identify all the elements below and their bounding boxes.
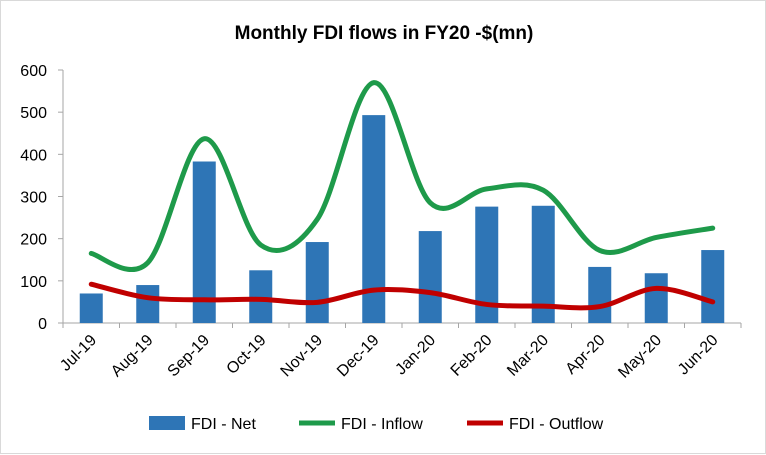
bar-oct-19	[249, 270, 273, 323]
x-tick-label: Apr-20	[563, 332, 609, 378]
x-tick-label: Feb-20	[448, 332, 496, 380]
legend-label-fdi-net: FDI - Net	[191, 416, 256, 433]
y-axis: 0 100 200 300 400 500 600	[20, 63, 64, 333]
legend: FDI - Net FDI - Inflow FDI - Outflow	[149, 416, 604, 433]
x-tick-label: Mar-20	[504, 332, 552, 380]
bar-aug-19	[136, 285, 160, 323]
x-tick-label: Oct-19	[224, 332, 270, 378]
bar-mar-20	[531, 205, 555, 323]
bar-sep-19	[192, 161, 216, 323]
bar-apr-20	[588, 266, 612, 323]
x-tick-label: Jul-19	[57, 332, 100, 375]
y-tick-label: 500	[20, 105, 47, 122]
bar-may-20	[644, 273, 668, 323]
bar-dec-19	[362, 115, 386, 323]
x-tick-label: Sep-19	[165, 332, 214, 381]
legend-label-fdi-outflow: FDI - Outflow	[509, 416, 604, 433]
legend-label-fdi-inflow: FDI - Inflow	[341, 416, 423, 433]
legend-swatch-fdi-net	[149, 416, 185, 430]
x-tick-label: May-20	[615, 332, 665, 382]
x-tick-label: Nov-19	[278, 332, 327, 381]
y-tick-label: 300	[20, 190, 47, 207]
y-tick-label: 100	[20, 274, 47, 291]
y-tick-label: 600	[20, 63, 47, 80]
bar-feb-20	[475, 206, 499, 323]
bar-jul-19	[79, 293, 103, 323]
bar-jun-20	[701, 250, 725, 323]
x-tick-label: Jun-20	[675, 332, 722, 379]
y-tick-label: 400	[20, 147, 47, 164]
line-fdi-outflow	[88, 281, 716, 311]
chart-title: Monthly FDI flows in FY20 -$(mn)	[235, 23, 534, 44]
bar-nov-19	[305, 242, 329, 323]
y-tick-label: 200	[20, 232, 47, 249]
x-tick-label: Dec-19	[334, 332, 383, 381]
y-tick-label: 0	[38, 316, 47, 333]
x-axis: Jul-19 Aug-19 Sep-19 Oct-19 Nov-19 Dec-19 Jan-…	[57, 322, 742, 382]
x-tick-label: Aug-19	[108, 332, 157, 381]
bar-jan-20	[418, 231, 442, 323]
x-tick-label: Jan-20	[392, 332, 439, 379]
line-series	[88, 80, 716, 311]
line-fdi-inflow	[88, 80, 716, 272]
